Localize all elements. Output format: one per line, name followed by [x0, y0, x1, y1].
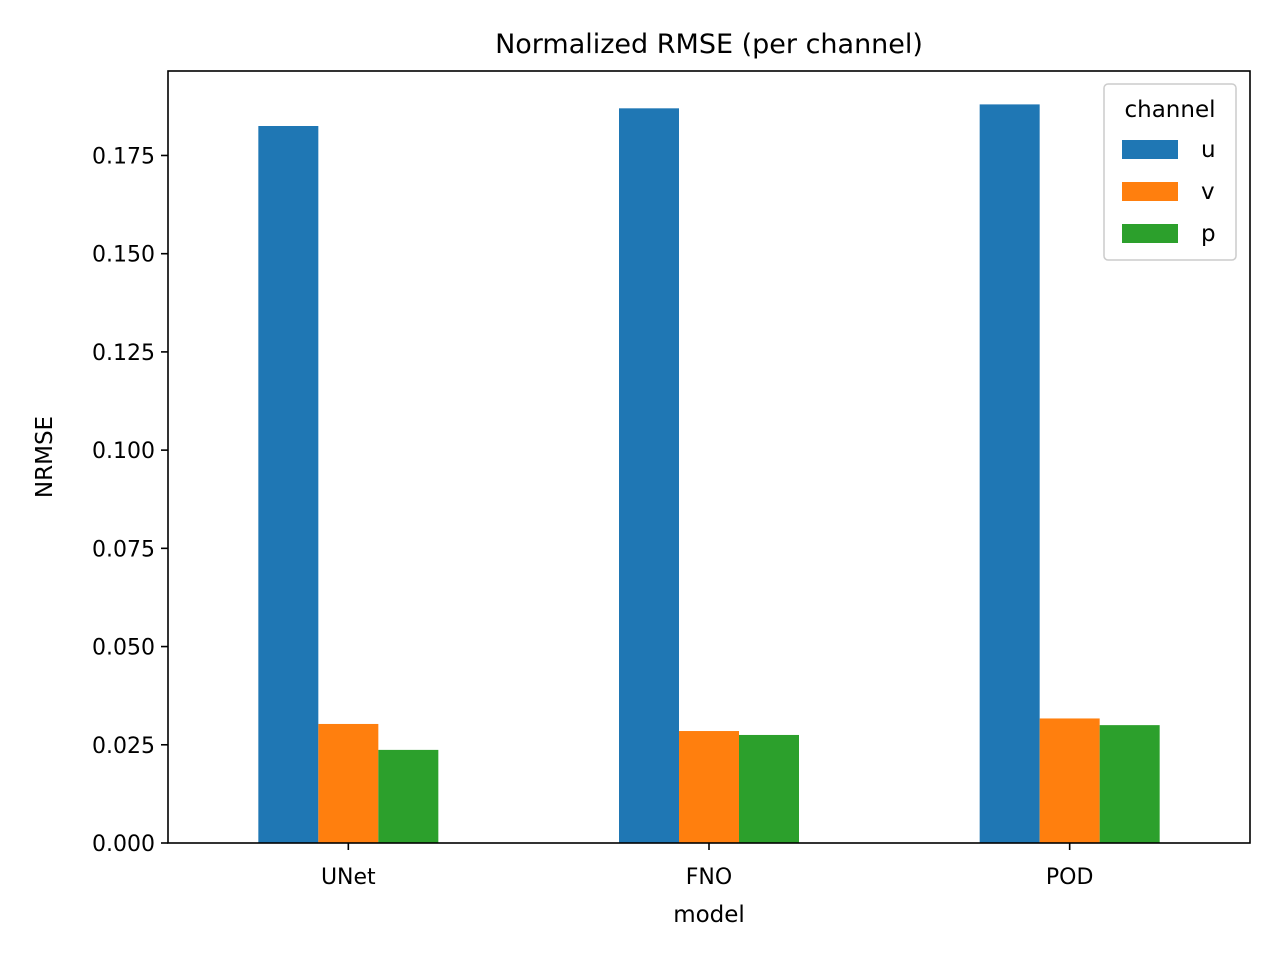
bars-group: [258, 104, 1160, 843]
bar-fno-v: [679, 731, 739, 843]
x-tick-label: POD: [1046, 865, 1094, 890]
x-tick-label: FNO: [686, 865, 732, 890]
legend-swatch-v: [1122, 182, 1178, 201]
legend-swatch-p: [1122, 224, 1178, 243]
y-tick-label: 0.075: [92, 537, 155, 562]
y-tick-label: 0.050: [92, 636, 155, 661]
y-axis: 0.000 0.025 0.050 0.075 0.100 0.125 0.150 0.175: [92, 144, 168, 857]
x-axis-label: model: [673, 902, 745, 928]
bar-pod-p: [1099, 725, 1160, 843]
bar-fno-p: [739, 734, 799, 843]
y-axis-label: NRMSE: [32, 416, 58, 498]
y-tick-label: 0.175: [92, 144, 155, 169]
legend-title: channel: [1124, 97, 1215, 123]
x-axis: UNet FNO POD: [321, 843, 1093, 890]
y-tick-label: 0.100: [92, 439, 155, 464]
bar-unet-v: [318, 723, 379, 843]
bar-unet-u: [258, 126, 319, 843]
bar-pod-u: [979, 104, 1040, 843]
y-tick-label: 0.000: [92, 832, 155, 857]
bar-unet-p: [378, 749, 439, 843]
legend-label-v: v: [1201, 179, 1215, 205]
y-tick-label: 0.125: [92, 341, 155, 366]
legend-swatch-u: [1122, 140, 1178, 159]
legend-label-p: p: [1201, 221, 1216, 247]
legend: channel uvp: [1103, 83, 1237, 261]
bar-pod-v: [1039, 718, 1100, 843]
legend-items: uvp: [1122, 137, 1216, 247]
chart-title: Normalized RMSE (per channel): [495, 29, 923, 60]
x-tick-label: UNet: [321, 865, 376, 890]
y-tick-label: 0.025: [92, 734, 155, 759]
legend-label-u: u: [1201, 137, 1216, 163]
bar-fno-u: [619, 108, 679, 843]
y-tick-label: 0.150: [92, 243, 155, 268]
legend-box: [1103, 83, 1237, 261]
